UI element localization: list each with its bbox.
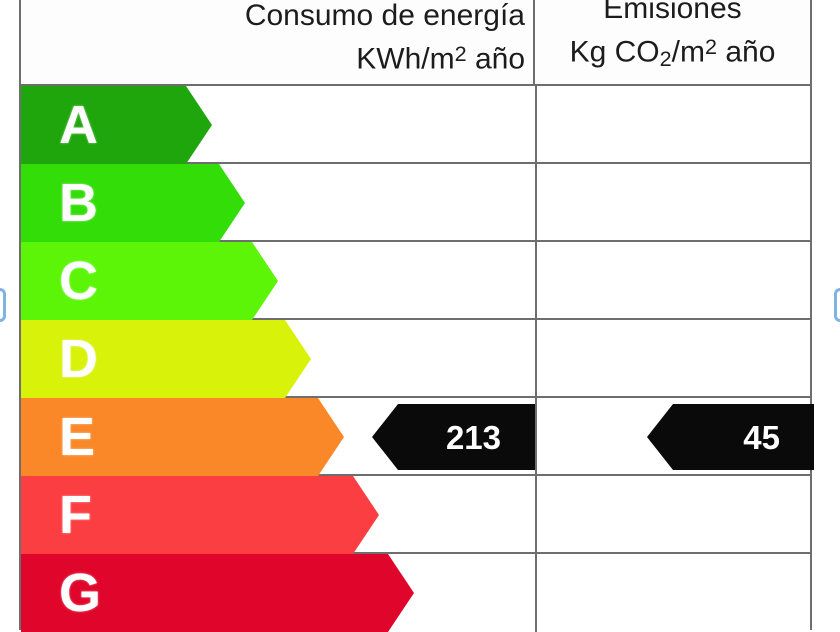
column-divider	[535, 554, 537, 632]
rating-rows: A B C D E 213 45 F G	[21, 86, 814, 632]
value-marker-consumo: 213	[372, 404, 535, 470]
rating-row-g: G	[21, 554, 810, 632]
header-consumo-unit-suffix: año	[466, 42, 525, 75]
column-divider	[535, 86, 537, 162]
rating-band-e: E	[21, 398, 344, 476]
header-emisiones-unit-superscript: 2	[704, 33, 717, 59]
rating-letter-c: C	[59, 251, 98, 311]
header-consumo-unit-superscript: 2	[454, 40, 467, 66]
image-selection-handle-left[interactable]	[0, 288, 6, 322]
rating-letter-a: A	[59, 95, 98, 155]
header-consumo-de-energia: Consumo de energía KWh/m2 año	[21, 0, 535, 84]
column-divider	[535, 476, 537, 552]
image-selection-handle-right[interactable]	[834, 288, 840, 322]
rating-band-f: F	[21, 476, 379, 554]
rating-letter-d: D	[59, 329, 98, 389]
header-emisiones-unit-subscript: 2	[659, 46, 672, 71]
rating-band-g: G	[21, 554, 414, 632]
rating-letter-f: F	[59, 485, 92, 545]
rating-band-b: B	[21, 164, 245, 242]
rating-row-f: F	[21, 476, 810, 554]
rating-row-e: E 213 45	[21, 398, 814, 476]
header-consumo-unit-prefix: KWh/m	[356, 42, 455, 75]
rating-letter-b: B	[59, 173, 98, 233]
header-emisiones-unit-mid: /m	[671, 35, 705, 69]
header-consumo-line1: Consumo de energía	[244, 0, 525, 32]
column-divider	[535, 320, 537, 396]
table-header-row: Consumo de energía KWh/m2 año Emisiones …	[21, 0, 810, 86]
rating-letter-g: G	[59, 563, 102, 623]
rating-row-c: C	[21, 242, 810, 320]
header-emisiones-line2: Kg CO2/m2 año	[570, 28, 776, 78]
rating-band-c: C	[21, 242, 278, 320]
column-divider	[535, 398, 537, 474]
header-emisiones-unit-prefix: Kg CO	[569, 35, 660, 69]
header-emisiones-line1: Emisiones	[603, 0, 742, 25]
value-marker-emisiones-label: 45	[743, 418, 780, 456]
column-divider	[535, 164, 537, 240]
energy-rating-table: Consumo de energía KWh/m2 año Emisiones …	[19, 0, 814, 632]
rating-row-b: B	[21, 164, 810, 242]
header-emisiones: Emisiones Kg CO2/m2 año	[535, 0, 810, 84]
value-marker-emisiones: 45	[647, 404, 814, 470]
rating-band-a: A	[21, 86, 212, 164]
column-divider	[535, 242, 537, 318]
rating-row-a: A	[21, 86, 810, 164]
rating-letter-e: E	[59, 407, 96, 467]
rating-row-d: D	[21, 320, 810, 398]
header-consumo-line2: KWh/m2 año	[356, 35, 525, 78]
header-emisiones-unit-suffix: año	[717, 35, 776, 69]
rating-band-d: D	[21, 320, 311, 398]
value-marker-consumo-label: 213	[445, 418, 501, 456]
